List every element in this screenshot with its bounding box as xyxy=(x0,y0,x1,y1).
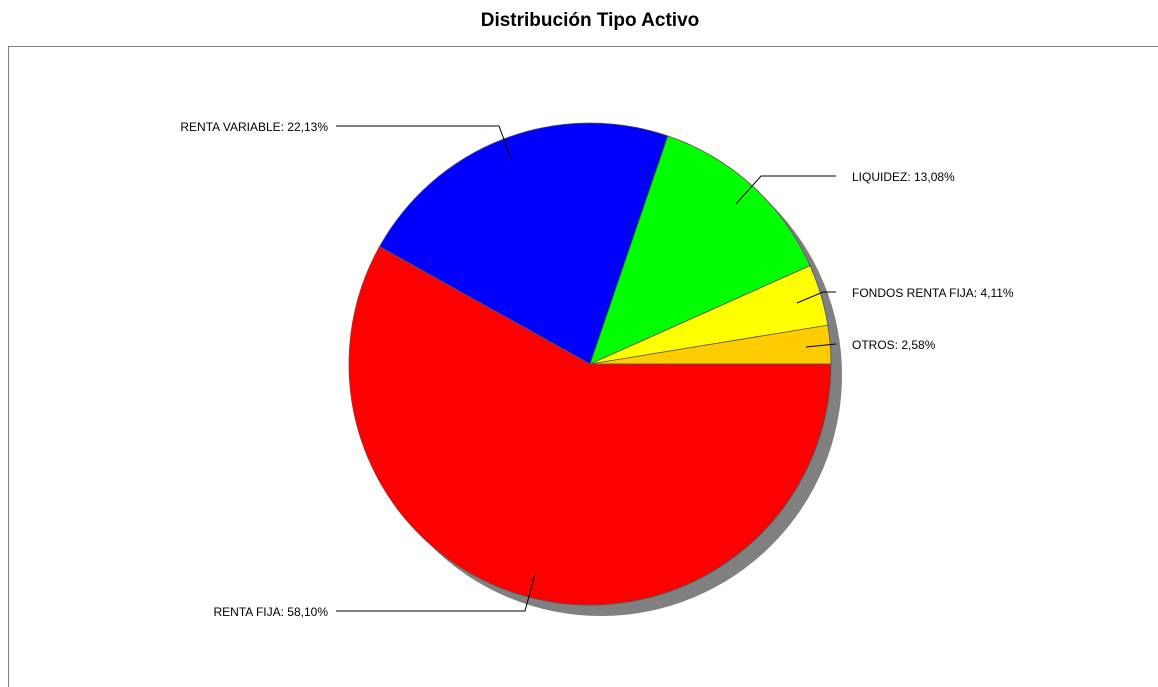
leader-line-fondos-renta-fija xyxy=(796,291,836,304)
leader-line-renta-fija xyxy=(336,573,536,612)
leader-line-renta-variable xyxy=(336,125,513,162)
slice-label-fondos-renta-fija: FONDOS RENTA FIJA: 4,11% xyxy=(852,286,1014,300)
slice-label-liquidez: LIQUIDEZ: 13,08% xyxy=(852,170,955,184)
slice-label-renta-fija: RENTA FIJA: 58,10% xyxy=(214,605,329,619)
chart-frame xyxy=(8,46,1158,687)
leader-line-otros xyxy=(805,343,837,348)
slice-label-renta-variable: RENTA VARIABLE: 22,13% xyxy=(180,120,328,134)
chart-title: Distribución Tipo Activo xyxy=(480,10,700,31)
leader-line-liquidez xyxy=(735,175,836,205)
pie-slice-renta-fija xyxy=(348,246,832,606)
slice-label-otros: OTROS: 2,58% xyxy=(852,338,936,352)
